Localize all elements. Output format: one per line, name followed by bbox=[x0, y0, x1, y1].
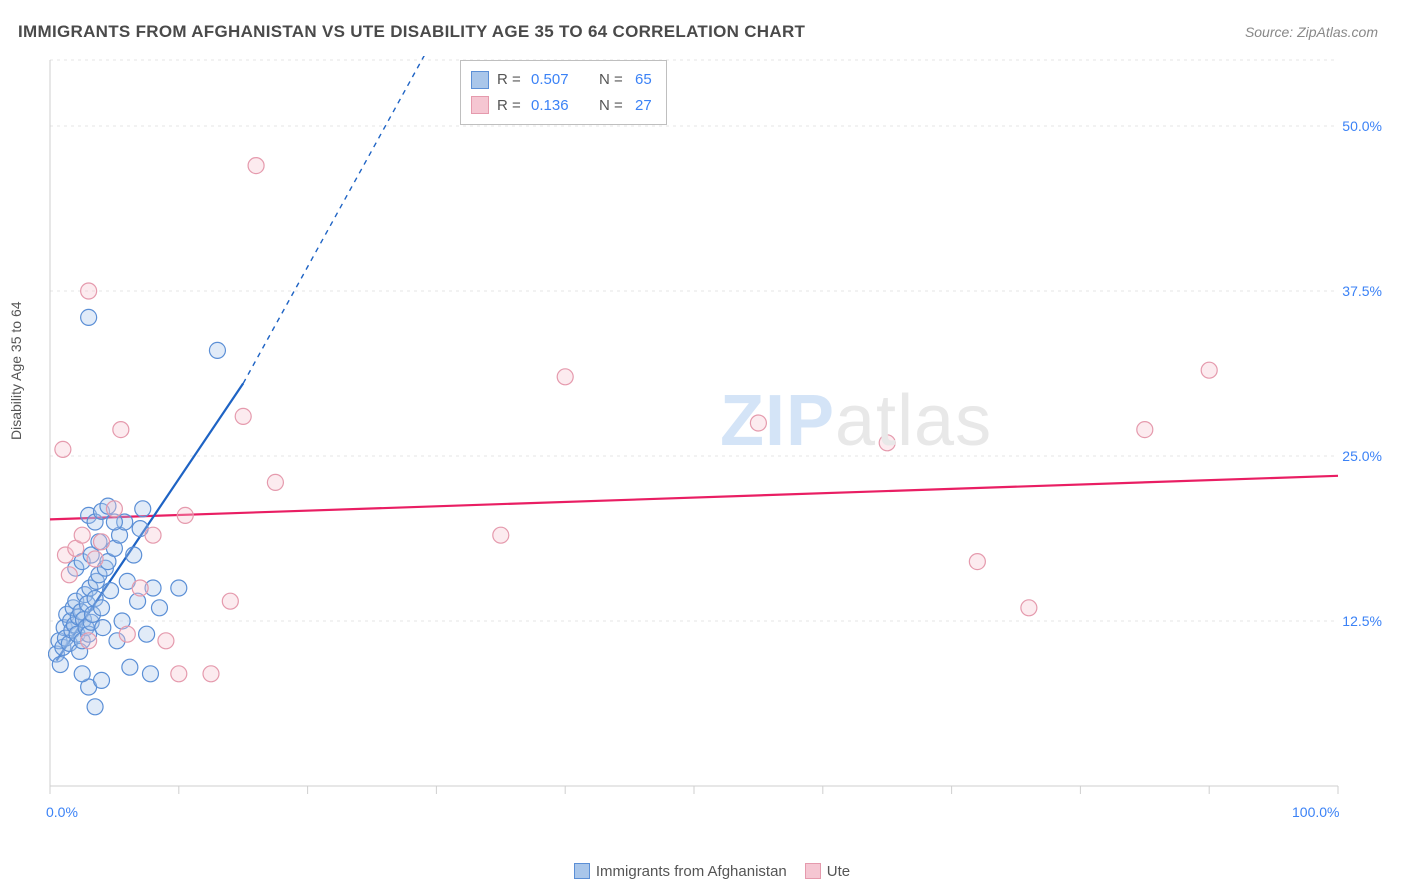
point-ute bbox=[171, 666, 187, 682]
point-ute bbox=[203, 666, 219, 682]
y-tick-label: 37.5% bbox=[1342, 283, 1382, 299]
legend-r-label: R = bbox=[497, 93, 523, 119]
x-tick-label: 0.0% bbox=[46, 804, 78, 820]
point-ute bbox=[493, 527, 509, 543]
point-afghanistan bbox=[126, 547, 142, 563]
legend-swatch bbox=[471, 71, 489, 89]
point-afghanistan bbox=[135, 501, 151, 517]
y-tick-label: 12.5% bbox=[1342, 613, 1382, 629]
point-afghanistan bbox=[87, 699, 103, 715]
source-text: Source: ZipAtlas.com bbox=[1245, 24, 1378, 40]
point-ute bbox=[158, 633, 174, 649]
point-ute bbox=[969, 554, 985, 570]
legend-n-value: 27 bbox=[635, 93, 652, 119]
legend-r-value: 0.507 bbox=[531, 67, 591, 93]
point-ute bbox=[222, 593, 238, 609]
point-ute bbox=[267, 474, 283, 490]
footer-label-ute: Ute bbox=[827, 863, 850, 880]
point-ute bbox=[87, 551, 103, 567]
legend-r-value: 0.136 bbox=[531, 93, 591, 119]
point-ute bbox=[145, 527, 161, 543]
scatter-chart-svg bbox=[48, 56, 1368, 826]
y-axis-label: Disability Age 35 to 64 bbox=[8, 301, 24, 440]
point-afghanistan bbox=[95, 620, 111, 636]
legend-n-value: 65 bbox=[635, 67, 652, 93]
y-tick-label: 25.0% bbox=[1342, 448, 1382, 464]
point-afghanistan bbox=[103, 583, 119, 599]
legend-n-label: N = bbox=[599, 93, 627, 119]
point-ute bbox=[557, 369, 573, 385]
chart-title: IMMIGRANTS FROM AFGHANISTAN VS UTE DISAB… bbox=[18, 22, 805, 42]
trendline-ute bbox=[50, 476, 1338, 520]
point-ute bbox=[177, 507, 193, 523]
footer-swatch bbox=[805, 863, 821, 879]
footer-label-afghanistan: Immigrants from Afghanistan bbox=[596, 863, 787, 880]
point-ute bbox=[55, 441, 71, 457]
plot-area bbox=[48, 56, 1368, 826]
point-afghanistan bbox=[142, 666, 158, 682]
point-ute bbox=[1137, 422, 1153, 438]
point-ute bbox=[113, 422, 129, 438]
point-ute bbox=[235, 408, 251, 424]
x-tick-label: 100.0% bbox=[1292, 804, 1339, 820]
point-ute bbox=[106, 501, 122, 517]
footer-legend: Immigrants from Afghanistan Ute bbox=[0, 863, 1406, 880]
point-ute bbox=[132, 580, 148, 596]
point-afghanistan bbox=[81, 309, 97, 325]
point-ute bbox=[94, 534, 110, 550]
legend-box: R = 0.507 N = 65 R = 0.136 N = 27 bbox=[460, 60, 667, 125]
point-afghanistan bbox=[122, 659, 138, 675]
y-tick-label: 50.0% bbox=[1342, 118, 1382, 134]
point-afghanistan bbox=[52, 657, 68, 673]
legend-row-ute: R = 0.136 N = 27 bbox=[471, 93, 652, 119]
point-ute bbox=[1021, 600, 1037, 616]
legend-swatch bbox=[471, 96, 489, 114]
legend-row-afghanistan: R = 0.507 N = 65 bbox=[471, 67, 652, 93]
point-afghanistan bbox=[209, 342, 225, 358]
point-afghanistan bbox=[171, 580, 187, 596]
legend-n-label: N = bbox=[599, 67, 627, 93]
point-afghanistan bbox=[139, 626, 155, 642]
point-afghanistan bbox=[94, 672, 110, 688]
point-ute bbox=[81, 283, 97, 299]
point-ute bbox=[750, 415, 766, 431]
footer-swatch bbox=[574, 863, 590, 879]
point-afghanistan bbox=[151, 600, 167, 616]
trendline-afghanistan-dashed bbox=[243, 56, 436, 383]
point-ute bbox=[74, 527, 90, 543]
point-ute bbox=[879, 435, 895, 451]
point-ute bbox=[119, 626, 135, 642]
point-ute bbox=[1201, 362, 1217, 378]
point-ute bbox=[81, 633, 97, 649]
point-ute bbox=[248, 158, 264, 174]
point-afghanistan bbox=[94, 600, 110, 616]
point-ute bbox=[61, 567, 77, 583]
legend-r-label: R = bbox=[497, 67, 523, 93]
point-afghanistan bbox=[74, 666, 90, 682]
